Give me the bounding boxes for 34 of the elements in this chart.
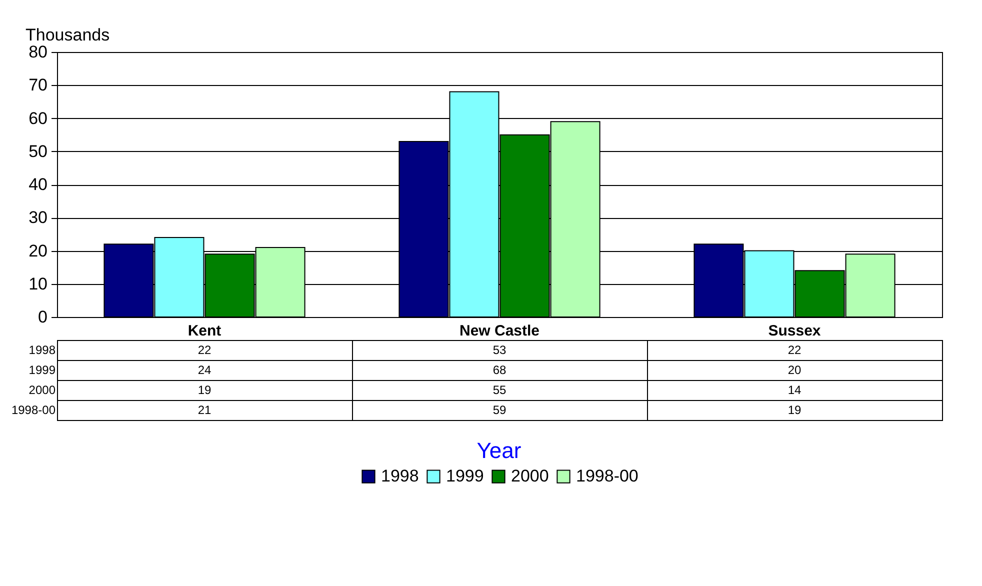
legend-label: 1998 <box>381 466 419 486</box>
text: 1998-00 <box>11 403 56 417</box>
legend-label: 2000 <box>511 466 549 486</box>
x-tick-label: New Castle <box>459 322 540 340</box>
data-label: 19 <box>198 383 212 397</box>
legend-label: 1999 <box>446 466 484 486</box>
y-tick-label: 80 <box>28 42 48 62</box>
y-tick-label: 50 <box>28 142 48 161</box>
data-label: 22 <box>788 343 802 357</box>
data-label: 20 <box>788 363 802 377</box>
data-label: 22 <box>198 343 212 357</box>
data-label: 53 <box>492 343 506 357</box>
data-label: 19 <box>788 403 802 417</box>
data-label: 14 <box>788 383 802 397</box>
y-tick-label: 60 <box>28 108 48 128</box>
y-tick-label: 20 <box>28 241 48 260</box>
x-tick-label: Kent <box>188 322 222 340</box>
text: 2000 <box>28 383 56 397</box>
data-label: 59 <box>492 403 506 417</box>
y-tick-label: 0 <box>38 308 48 326</box>
data-label: 24 <box>198 363 212 377</box>
y-tick-label: 40 <box>28 175 48 194</box>
legend-title: Year <box>476 438 522 463</box>
y-tick-label: 30 <box>28 208 48 228</box>
y-tick-label: 10 <box>28 274 48 294</box>
y-tick-label: 70 <box>28 76 48 95</box>
y-axis-title: Thousands <box>26 26 110 44</box>
legend-label: 1998-00 <box>576 466 638 486</box>
text: 1999 <box>28 363 56 377</box>
text: 1998 <box>28 343 56 357</box>
data-label: 55 <box>492 383 506 397</box>
data-label: 21 <box>198 403 212 417</box>
x-tick-label: Sussex <box>768 322 822 340</box>
data-label: 68 <box>492 363 506 377</box>
